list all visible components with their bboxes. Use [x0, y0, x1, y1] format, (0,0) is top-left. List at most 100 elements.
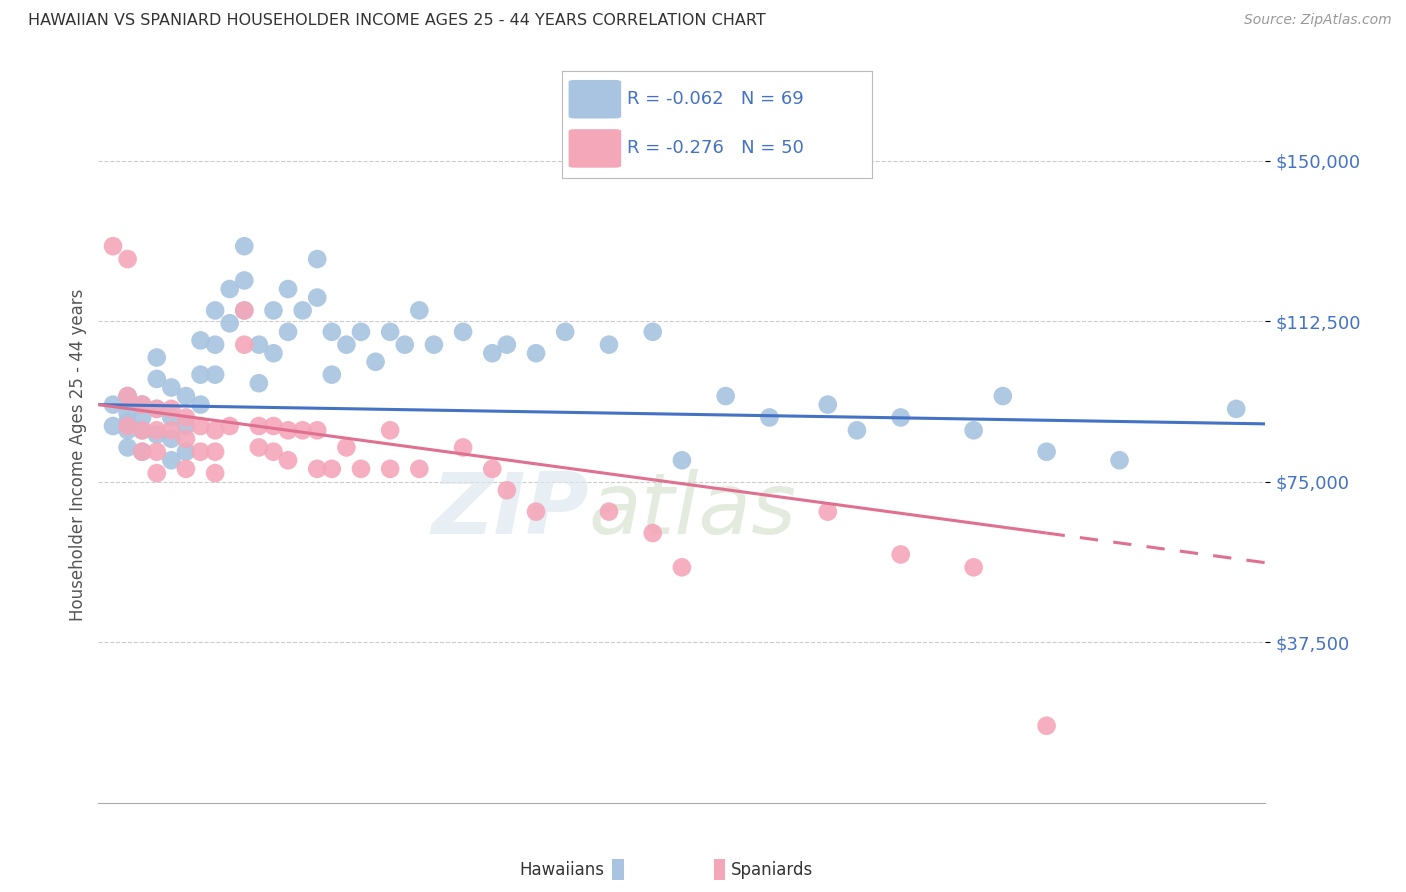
Point	[190, 444, 212, 458]
Point	[190, 419, 212, 434]
Point	[146, 351, 169, 365]
Point	[117, 406, 139, 420]
Point	[247, 441, 270, 455]
Text: HAWAIIAN VS SPANIARD HOUSEHOLDER INCOME AGES 25 - 44 YEARS CORRELATION CHART: HAWAIIAN VS SPANIARD HOUSEHOLDER INCOME …	[28, 13, 766, 29]
Point	[233, 303, 256, 318]
Point	[641, 526, 664, 541]
Point	[321, 368, 343, 382]
Point	[204, 423, 226, 437]
Point	[1035, 719, 1057, 733]
Point	[101, 398, 124, 412]
Point	[204, 303, 226, 318]
Text: ZIP: ZIP	[430, 469, 589, 552]
Point	[146, 401, 169, 416]
Point	[160, 401, 183, 416]
Point	[117, 389, 139, 403]
Text: Source: ZipAtlas.com: Source: ZipAtlas.com	[1244, 13, 1392, 28]
FancyBboxPatch shape	[568, 129, 621, 168]
Point	[146, 423, 169, 437]
FancyBboxPatch shape	[568, 80, 621, 119]
Point	[262, 303, 284, 318]
Point	[1225, 401, 1247, 416]
Point	[117, 415, 139, 429]
Point	[233, 303, 256, 318]
Point	[495, 483, 517, 498]
Point	[408, 303, 430, 318]
Point	[277, 423, 299, 437]
Point	[598, 505, 620, 519]
Point	[131, 444, 153, 458]
Point	[335, 337, 357, 351]
Point	[160, 432, 183, 446]
Point	[174, 410, 197, 425]
Point	[277, 282, 299, 296]
Point	[117, 389, 139, 403]
Point	[962, 560, 984, 574]
Point	[451, 441, 474, 455]
Point	[190, 334, 212, 348]
Point	[451, 325, 474, 339]
Point	[423, 337, 446, 351]
Point	[160, 453, 183, 467]
Point	[277, 325, 299, 339]
Point	[307, 462, 329, 476]
Point	[307, 252, 329, 266]
Point	[714, 389, 737, 403]
Text: atlas: atlas	[589, 469, 797, 552]
Point	[101, 419, 124, 434]
Point	[598, 337, 620, 351]
Point	[845, 423, 868, 437]
Point	[262, 444, 284, 458]
Point	[233, 273, 256, 287]
Point	[117, 252, 139, 266]
Point	[321, 462, 343, 476]
Point	[481, 462, 503, 476]
Point	[321, 325, 343, 339]
Point	[335, 441, 357, 455]
Point	[817, 505, 839, 519]
Point	[350, 325, 373, 339]
Point	[146, 427, 169, 442]
Point	[233, 239, 256, 253]
Point	[204, 466, 226, 480]
Point	[817, 398, 839, 412]
Point	[262, 346, 284, 360]
Point	[247, 419, 270, 434]
Point	[1035, 444, 1057, 458]
Point	[378, 462, 402, 476]
Point	[146, 401, 169, 416]
Point	[962, 423, 984, 437]
Point	[101, 239, 124, 253]
Point	[671, 453, 693, 467]
Point	[117, 441, 139, 455]
Text: Hawaiians: Hawaiians	[520, 861, 605, 879]
Point	[233, 337, 256, 351]
Point	[307, 291, 329, 305]
Point	[131, 423, 153, 437]
Point	[160, 423, 183, 437]
Point	[524, 346, 547, 360]
Point	[991, 389, 1014, 403]
Point	[1108, 453, 1130, 467]
Text: R = -0.276   N = 50: R = -0.276 N = 50	[627, 139, 804, 157]
Point	[131, 423, 153, 437]
Point	[160, 380, 183, 394]
Point	[247, 376, 270, 391]
Point	[131, 410, 153, 425]
Point	[641, 325, 664, 339]
Point	[204, 444, 226, 458]
Point	[117, 419, 139, 434]
Point	[174, 444, 197, 458]
Point	[218, 282, 240, 296]
Point	[671, 560, 693, 574]
Point	[262, 419, 284, 434]
Point	[218, 316, 240, 330]
Text: Spaniards: Spaniards	[731, 861, 813, 879]
Point	[146, 466, 169, 480]
Point	[174, 419, 197, 434]
Point	[378, 423, 402, 437]
Text: R = -0.062   N = 69: R = -0.062 N = 69	[627, 90, 804, 108]
Y-axis label: Householder Income Ages 25 - 44 years: Householder Income Ages 25 - 44 years	[69, 289, 87, 621]
Point	[364, 355, 387, 369]
Point	[481, 346, 503, 360]
